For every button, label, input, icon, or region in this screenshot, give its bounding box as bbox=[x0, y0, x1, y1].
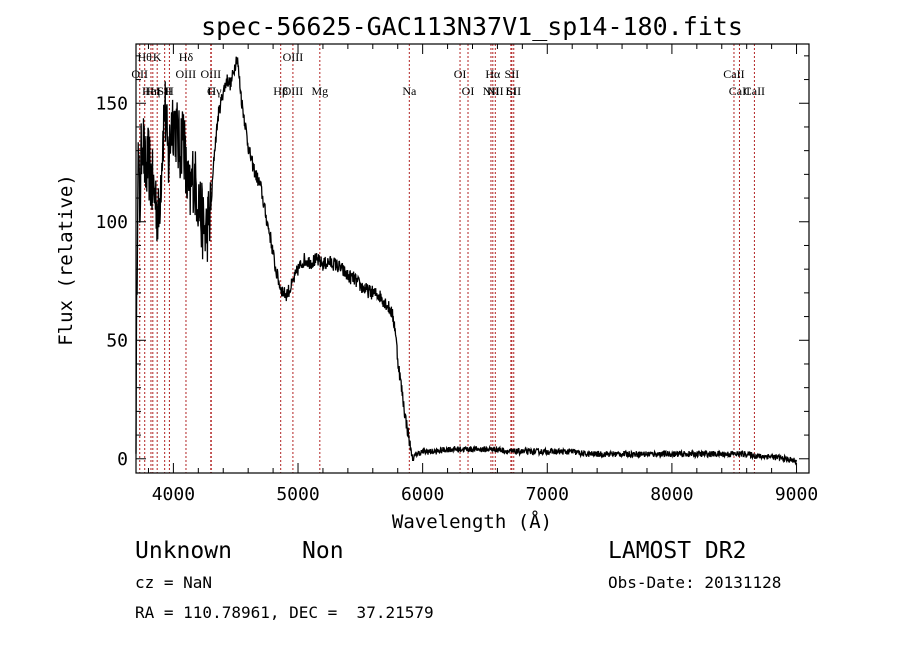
chart-title: spec-56625-GAC113N37V1_sp14-180.fits bbox=[201, 12, 743, 41]
spectral-line-label: SII bbox=[506, 84, 521, 98]
x-tick-label: 6000 bbox=[401, 484, 444, 505]
ra-dec-coordinates: RA = 110.78961, DEC = 37.21579 bbox=[135, 603, 434, 622]
spectral-line-label: Na bbox=[402, 84, 417, 98]
spectral-line-label: Hα bbox=[485, 67, 501, 81]
plot-frame bbox=[135, 43, 810, 474]
y-tick-label: 150 bbox=[95, 93, 128, 114]
axis-ticks bbox=[136, 44, 809, 473]
spectral-line-label: NII bbox=[487, 84, 504, 98]
spectral-line-label: K bbox=[153, 50, 162, 64]
spectral-line-label: OIII bbox=[283, 84, 304, 98]
spectral-line-label: Mg bbox=[311, 84, 328, 98]
y-tick-label: 0 bbox=[117, 449, 128, 470]
x-tick-label: 4000 bbox=[152, 484, 195, 505]
spectral-line-label: SII bbox=[505, 67, 520, 81]
spectral-line-label: CaII bbox=[723, 67, 744, 81]
spectral-line-label: H bbox=[165, 84, 174, 98]
x-tick-labels: 4000 5000 6000 7000 8000 9000 bbox=[152, 484, 819, 505]
spectral-line-label: Hθ bbox=[138, 50, 153, 64]
spectral-line-label: OIII bbox=[200, 67, 221, 81]
y-tick-labels: 0 50 100 150 bbox=[95, 93, 128, 470]
spectral-line-markers bbox=[139, 44, 755, 473]
spectral-line-label: Hγ bbox=[208, 84, 223, 98]
observation-date: Obs-Date: 20131128 bbox=[608, 573, 782, 592]
x-tick-label: 7000 bbox=[526, 484, 569, 505]
y-tick-label: 100 bbox=[95, 212, 128, 233]
spectral-line-label: Hη bbox=[145, 84, 160, 98]
spectral-line-label: Hβ bbox=[273, 84, 288, 98]
spectral-line-label: Li bbox=[506, 84, 517, 98]
x-axis-label: Wavelength (Å) bbox=[392, 510, 552, 533]
spectral-line-label: CaII bbox=[729, 84, 750, 98]
object-class: Unknown bbox=[135, 538, 232, 564]
spectral-line-label: NII bbox=[483, 84, 500, 98]
redshift-cz: cz = NaN bbox=[135, 573, 213, 592]
spectral-line-label: HeI bbox=[142, 84, 160, 98]
x-tick-label: 5000 bbox=[276, 484, 319, 505]
spectral-line-label: OII bbox=[131, 67, 148, 81]
spectral-line-label: CaII bbox=[744, 84, 765, 98]
spectral-line-label: OI bbox=[462, 84, 475, 98]
x-tick-label: 9000 bbox=[775, 484, 818, 505]
spectral-line-label: G bbox=[207, 84, 216, 98]
x-tick-label: 8000 bbox=[650, 484, 693, 505]
spectral-line-label: Hδ bbox=[179, 50, 194, 64]
y-tick-label: 50 bbox=[106, 330, 128, 351]
spectral-line-label: OI bbox=[454, 67, 467, 81]
object-subclass: Non bbox=[302, 538, 344, 564]
spectrum-line bbox=[135, 56, 797, 466]
y-axis-label: Flux (relative) bbox=[55, 174, 77, 346]
spectral-line-label: OIII bbox=[283, 50, 304, 64]
survey-name: LAMOST DR2 bbox=[608, 538, 747, 564]
spectral-line-label: OIII bbox=[176, 67, 197, 81]
